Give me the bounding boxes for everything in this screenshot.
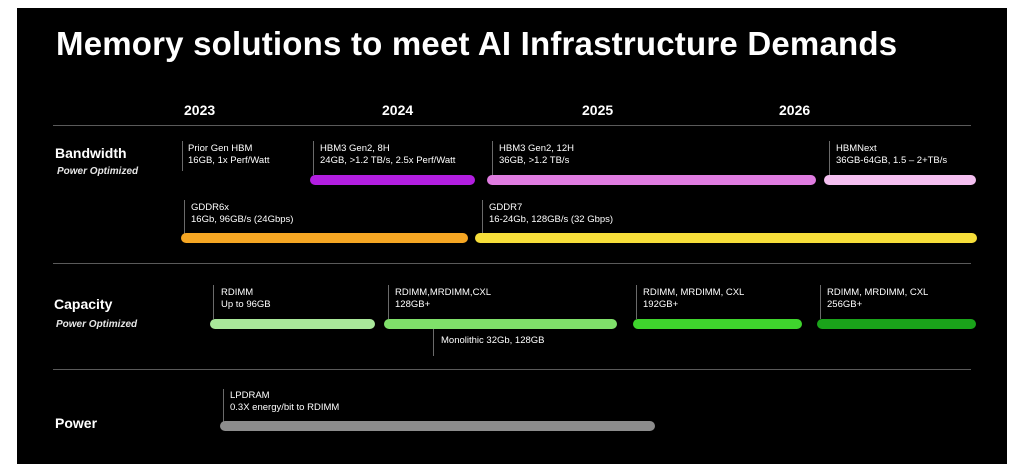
year-2023: 2023	[184, 102, 216, 118]
label-hbm3-8h: HBM3 Gen2, 8H 24GB, >1.2 TB/s, 2.5x Perf…	[320, 143, 455, 167]
divider-middle	[53, 263, 971, 264]
tick-hbmnext	[829, 141, 830, 175]
tick-prior-hbm	[182, 141, 183, 171]
label-prior-hbm: Prior Gen HBM 16GB, 1x Perf/Watt	[188, 143, 269, 167]
slide: Memory solutions to meet AI Infrastructu…	[17, 8, 1007, 464]
label-rdimm-192: RDIMM, MRDIMM, CXL 192GB+	[643, 287, 744, 311]
tick-rdimm-256	[820, 285, 821, 319]
label-lpdram: LPDRAM 0.3X energy/bit to RDIMM	[230, 390, 339, 414]
row-sublabel-bandwidth: Power Optimized	[57, 166, 139, 177]
bar-hbm3-8h	[310, 175, 475, 185]
row-label-bandwidth: Bandwidth	[55, 145, 127, 161]
year-2025: 2025	[582, 102, 614, 118]
label-prior-hbm-l1: Prior Gen HBM	[188, 143, 253, 154]
bar-lpdram	[220, 421, 655, 431]
year-2026: 2026	[779, 102, 811, 118]
tick-rdimm-192	[636, 285, 637, 319]
label-gddr7-l2: 16-24Gb, 128GB/s (32 Gbps)	[489, 214, 614, 225]
tick-gddr6x	[184, 200, 185, 234]
bar-hbmnext	[824, 175, 976, 185]
bar-gddr6x	[181, 233, 468, 243]
label-gddr6x-l2: 16Gb, 96GB/s (24Gbps)	[191, 214, 294, 225]
tick-rdimm-96	[213, 285, 214, 319]
label-gddr6x: GDDR6x 16Gb, 96GB/s (24Gbps)	[191, 202, 293, 226]
label-hbm3-8h-l1: HBM3 Gen2, 8H	[320, 143, 390, 154]
divider-bottom	[53, 369, 971, 370]
bar-rdimm-256	[817, 319, 976, 329]
label-rdimm-256-l2: 256GB+	[827, 299, 863, 310]
label-rdimm-256-l1: RDIMM, MRDIMM, CXL	[827, 287, 929, 298]
year-2024: 2024	[382, 102, 414, 118]
label-hbm3-12h-l2: 36GB, >1.2 TB/s	[499, 155, 570, 166]
bar-rdimm-96	[210, 319, 375, 329]
label-hbmnext-l1: HBMNext	[836, 143, 877, 154]
row-label-capacity: Capacity	[54, 296, 113, 312]
label-rdimm-192-l1: RDIMM, MRDIMM, CXL	[643, 287, 745, 298]
label-rdimm-96-l2: Up to 96GB	[221, 299, 271, 310]
bar-hbm3-12h	[487, 175, 816, 185]
label-monolithic: Monolithic 32Gb, 128GB	[441, 335, 545, 346]
label-hbm3-12h-l1: HBM3 Gen2, 12H	[499, 143, 574, 154]
label-gddr7: GDDR7 16-24Gb, 128GB/s (32 Gbps)	[489, 202, 613, 226]
label-rdimm-128-l1: RDIMM,MRDIMM,CXL	[395, 287, 492, 298]
bar-rdimm-192	[633, 319, 802, 329]
label-hbm3-8h-l2: 24GB, >1.2 TB/s, 2.5x Perf/Watt	[320, 155, 456, 166]
label-rdimm-96: RDIMM Up to 96GB	[221, 287, 271, 311]
label-hbmnext-l2: 36GB-64GB, 1.5 – 2+TB/s	[836, 155, 948, 166]
tick-lpdram	[223, 389, 224, 423]
label-hbm3-12h: HBM3 Gen2, 12H 36GB, >1.2 TB/s	[499, 143, 574, 167]
tick-gddr7	[482, 200, 483, 234]
label-rdimm-128: RDIMM,MRDIMM,CXL 128GB+	[395, 287, 491, 311]
label-lpdram-l2: 0.3X energy/bit to RDIMM	[230, 402, 340, 413]
slide-title: Memory solutions to meet AI Infrastructu…	[56, 25, 898, 62]
row-label-power: Power	[55, 415, 98, 431]
label-prior-hbm-l2: 16GB, 1x Perf/Watt	[188, 155, 270, 166]
tick-monolithic	[433, 329, 434, 356]
tick-rdimm-128	[388, 285, 389, 319]
row-sublabel-capacity: Power Optimized	[56, 319, 138, 330]
divider-top	[53, 125, 971, 126]
label-lpdram-l1: LPDRAM	[230, 390, 270, 401]
label-rdimm-256: RDIMM, MRDIMM, CXL 256GB+	[827, 287, 928, 311]
bar-rdimm-128	[384, 319, 617, 329]
label-hbmnext: HBMNext 36GB-64GB, 1.5 – 2+TB/s	[836, 143, 947, 167]
label-gddr7-l1: GDDR7	[489, 202, 523, 213]
bar-gddr7	[475, 233, 977, 243]
tick-hbm3-8h	[313, 141, 314, 175]
label-rdimm-96-l1: RDIMM	[221, 287, 254, 298]
label-rdimm-128-l2: 128GB+	[395, 299, 431, 310]
label-rdimm-192-l2: 192GB+	[643, 299, 679, 310]
tick-hbm3-12h	[492, 141, 493, 175]
label-gddr6x-l1: GDDR6x	[191, 202, 230, 213]
